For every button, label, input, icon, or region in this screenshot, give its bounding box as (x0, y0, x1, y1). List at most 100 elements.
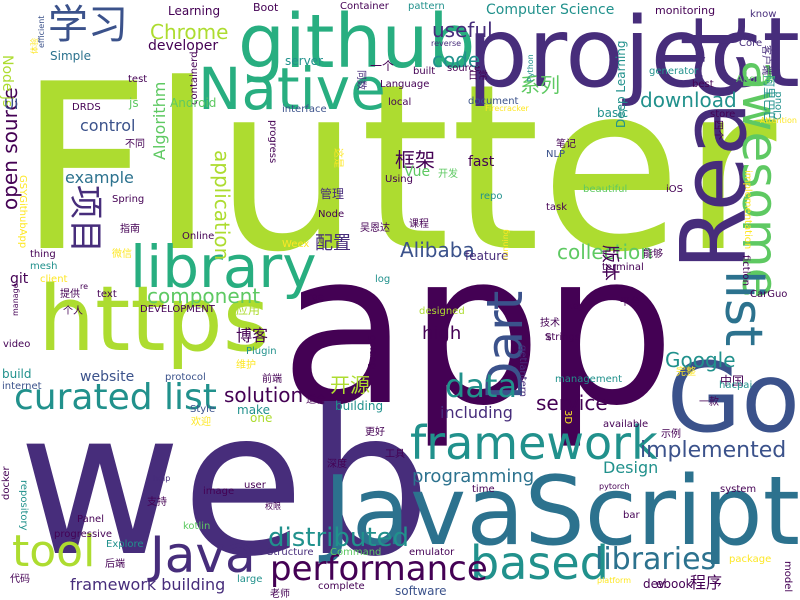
word: 完整 (676, 367, 696, 378)
word: management (555, 374, 622, 385)
word: 后端 (105, 559, 125, 570)
word: distributed (268, 523, 410, 553)
word: help (153, 474, 171, 483)
word: js (129, 96, 139, 110)
word: library (130, 233, 317, 301)
word: build (2, 367, 32, 381)
word: Go (666, 342, 800, 454)
word: building (335, 399, 384, 413)
word: web (18, 368, 432, 600)
word: Learning (168, 4, 221, 18)
word: 博客 (236, 326, 269, 345)
word: implemented (640, 438, 787, 463)
word: terminal (602, 262, 644, 273)
word: 客户端 (760, 45, 771, 75)
word: efficient (37, 15, 46, 48)
word: repository (18, 480, 29, 531)
word: tool (12, 526, 96, 577)
word: 前端 (262, 374, 282, 385)
word: Explore (106, 539, 144, 550)
word: document (468, 96, 519, 107)
word: Deep Learning (614, 40, 628, 128)
word: kotlin (183, 521, 211, 532)
word: DEVELOPMENT (140, 304, 215, 315)
word: Vue (404, 164, 431, 180)
word: text (97, 289, 117, 300)
word: client (40, 274, 68, 285)
word: one (250, 411, 273, 425)
word: reverse (431, 39, 462, 48)
word: image (203, 486, 235, 497)
word: developer (148, 38, 219, 54)
word: Alibaba (400, 238, 475, 262)
word: 开源 (330, 373, 370, 397)
word: protocol (165, 372, 206, 383)
word: libraries (595, 542, 717, 577)
word: interface (282, 104, 327, 115)
word: bar (623, 510, 640, 521)
word: collection (557, 240, 653, 264)
word: local (388, 97, 412, 108)
word: system (720, 484, 757, 495)
word: DRDS (72, 102, 101, 113)
word: Node (318, 209, 345, 220)
word: Google (665, 348, 736, 372)
word: 中国 (720, 374, 745, 388)
word: CarGuo (750, 289, 788, 300)
word: 四个 (712, 120, 723, 140)
word: implementation (742, 170, 753, 250)
word: Java (150, 526, 256, 584)
word: git (10, 271, 29, 287)
word: performance (270, 549, 488, 589)
word: Firecracker (485, 104, 529, 113)
word: user (244, 480, 266, 491)
word: 更好 (365, 427, 385, 438)
word: website (80, 369, 135, 385)
word: Design (603, 458, 659, 477)
word: Using (385, 174, 413, 185)
word: application (210, 150, 234, 261)
word: Style (190, 404, 216, 415)
word: ai (544, 333, 553, 341)
word: 项目 (65, 185, 105, 253)
word: 程序 (690, 573, 723, 592)
word: available (603, 419, 649, 430)
word: Spring (112, 194, 145, 205)
word: 配置 (315, 233, 351, 254)
word: pattern (408, 1, 445, 12)
word: 欢迎 (191, 417, 211, 428)
word: 吴恩达 (360, 223, 390, 234)
word: programming (412, 466, 535, 487)
word: solution (224, 383, 304, 407)
word: pytorch (599, 482, 630, 491)
word: github (238, 0, 476, 85)
word: 管理 (320, 187, 345, 201)
word: https (38, 267, 270, 372)
word: test (128, 74, 148, 85)
word: designed (419, 306, 465, 317)
word: fiction (740, 255, 751, 286)
word: make (237, 403, 270, 417)
word: hacpai (719, 380, 753, 391)
word: software (395, 584, 447, 598)
word: dev (643, 577, 666, 591)
word: mesh (30, 261, 58, 272)
word: Structure (267, 547, 314, 558)
word: Weex (282, 239, 310, 250)
word: iOS (666, 184, 683, 195)
word: beautiful (583, 184, 628, 195)
word: 课程 (409, 219, 429, 230)
word: generator (649, 66, 699, 77)
word: getlantern (517, 345, 528, 398)
word: best (692, 79, 714, 90)
word: high (422, 323, 462, 344)
word: 适合 (306, 395, 326, 406)
word: feature (465, 249, 509, 263)
word: progressive (54, 529, 113, 540)
word: 工具 (385, 449, 405, 460)
word: package (729, 554, 772, 565)
word: complete (318, 581, 365, 592)
word: 能够 (643, 249, 663, 260)
word: 不同 (125, 139, 145, 150)
word: source (447, 63, 481, 74)
